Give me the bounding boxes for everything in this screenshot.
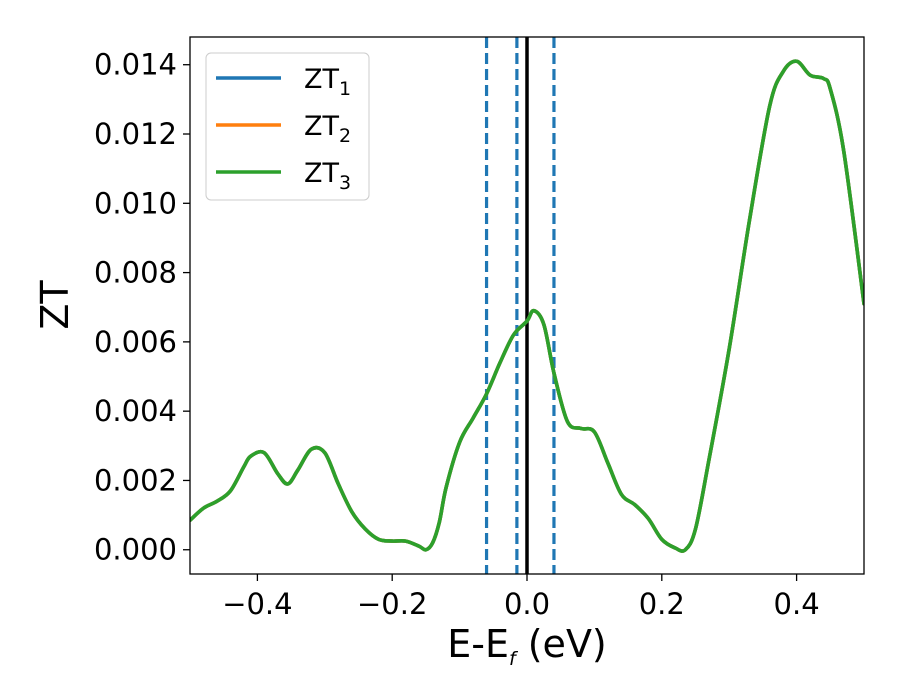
x-tick-label: 0.2 xyxy=(639,587,685,621)
legend-label-zt2: ZT2 xyxy=(304,111,351,147)
x-tick-label: −0.2 xyxy=(357,587,427,621)
x-tick-label: −0.4 xyxy=(222,587,292,621)
x-tick-label: 0.4 xyxy=(774,587,820,621)
y-tick-label: 0.010 xyxy=(94,186,177,220)
y-tick-label: 0.000 xyxy=(94,533,177,567)
series-lines xyxy=(190,59,864,553)
y-axis-ticks: 0.000 0.002 0.004 0.006 0.008 0.010 0.012 0.014 xyxy=(94,48,190,567)
y-tick-label: 0.014 xyxy=(94,48,177,82)
legend: ZT1 ZT2 ZT3 xyxy=(205,52,370,201)
x-tick-label: 0.0 xyxy=(504,587,550,621)
y-tick-label: 0.008 xyxy=(94,256,177,290)
y-tick-label: 0.002 xyxy=(94,463,177,497)
y-axis-label: ZT xyxy=(33,280,77,330)
x-axis-label: E-Ef (eV) xyxy=(447,622,607,670)
x-axis-ticks: −0.4 −0.2 0.0 0.2 0.4 xyxy=(222,574,820,621)
y-tick-label: 0.012 xyxy=(94,117,177,151)
y-tick-label: 0.004 xyxy=(94,394,177,428)
series-line-zt3 xyxy=(190,59,864,553)
legend-label-zt3: ZT3 xyxy=(304,158,351,194)
legend-label-zt1: ZT1 xyxy=(304,64,351,100)
vertical-reference-lines xyxy=(484,37,556,574)
legend-box xyxy=(205,52,370,201)
y-tick-label: 0.006 xyxy=(94,325,177,359)
